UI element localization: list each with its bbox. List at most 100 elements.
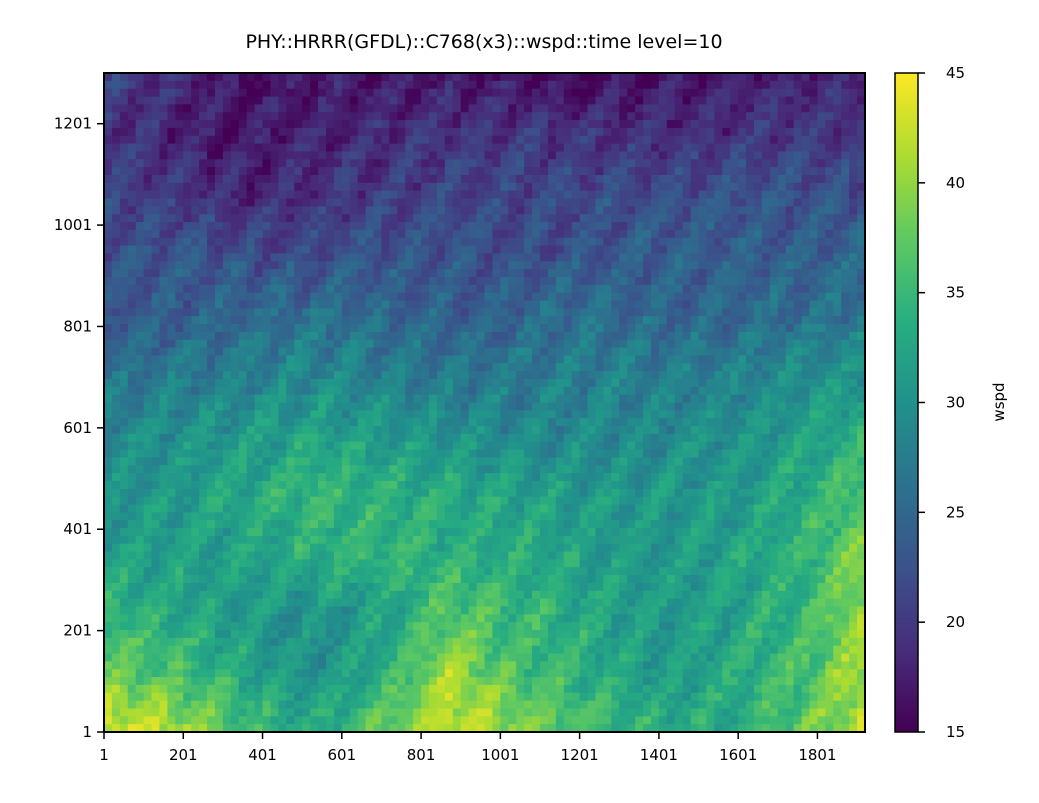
heatmap-cell (413, 222, 422, 231)
heatmap-cell (262, 127, 272, 137)
heatmap-cell (421, 120, 430, 129)
heatmap-cell (341, 88, 351, 98)
heatmap-cell (690, 206, 700, 215)
heatmap-cell (595, 237, 605, 247)
heatmap-cell (254, 308, 264, 317)
heatmap-cell (254, 206, 264, 215)
heatmap-cell (381, 308, 390, 317)
heatmap-cell (698, 167, 708, 176)
heatmap-cell (738, 284, 747, 294)
heatmap-cell (381, 386, 390, 396)
heatmap-cell (222, 316, 232, 325)
heatmap-cell (199, 222, 208, 231)
heatmap-cell (167, 331, 176, 341)
heatmap-cell (650, 284, 660, 294)
heatmap-cell (682, 214, 692, 223)
heatmap-cell (809, 269, 819, 278)
heatmap-cell (658, 112, 668, 121)
heatmap-cell (429, 104, 438, 113)
heatmap-cell (595, 143, 605, 153)
heatmap-cell (468, 174, 478, 184)
heatmap-cell (516, 394, 525, 404)
heatmap-cell (159, 324, 169, 333)
heatmap-cell (539, 324, 549, 333)
heatmap-cell (333, 104, 343, 113)
heatmap-cell (484, 174, 494, 184)
heatmap-cell (508, 222, 517, 231)
heatmap-cell (302, 402, 311, 411)
heatmap-cell (571, 284, 581, 294)
heatmap-cell (214, 457, 224, 466)
heatmap-cell (563, 394, 573, 404)
heatmap-cell (436, 245, 446, 255)
heatmap-cell (587, 363, 597, 372)
heatmap-cell (341, 441, 351, 451)
heatmap-cell (294, 143, 303, 153)
heatmap-cell (452, 88, 462, 98)
heatmap-cell (825, 394, 834, 404)
heatmap-cell (532, 96, 541, 105)
heatmap-cell (563, 402, 573, 411)
heatmap-cell (262, 120, 272, 129)
heatmap-cell (722, 402, 731, 411)
heatmap-cell (460, 237, 470, 247)
heatmap-cell (825, 127, 834, 137)
heatmap-cell (547, 378, 557, 388)
heatmap-cell (571, 426, 581, 435)
heatmap-cell (785, 426, 795, 435)
heatmap-cell (825, 253, 834, 262)
heatmap-cell (769, 88, 779, 98)
heatmap-cell (294, 222, 303, 231)
heatmap-cell (539, 441, 549, 451)
heatmap-cell (452, 473, 462, 482)
heatmap-cell (310, 143, 319, 153)
heatmap-cell (539, 182, 549, 192)
heatmap-cell (627, 167, 636, 176)
heatmap-cell (666, 433, 676, 443)
heatmap-cell (286, 80, 295, 90)
heatmap-cell (611, 441, 620, 451)
heatmap-cell (857, 378, 865, 388)
heatmap-cell (207, 433, 216, 443)
heatmap-cell (119, 174, 129, 184)
heatmap-cell (666, 386, 676, 396)
heatmap-cell (682, 88, 692, 98)
heatmap-cell (857, 473, 865, 482)
heatmap-cell (650, 120, 660, 129)
heatmap-cell (405, 378, 414, 388)
heatmap-cell (230, 151, 240, 160)
heatmap-cell (183, 269, 192, 278)
heatmap-cell (809, 331, 819, 341)
heatmap-cell (119, 355, 129, 364)
heatmap-cell (460, 245, 470, 255)
heatmap-cell (841, 300, 850, 309)
heatmap-cell (349, 237, 359, 247)
heatmap-cell (436, 127, 446, 137)
heatmap-cell (119, 292, 129, 302)
heatmap-cell (294, 151, 303, 160)
heatmap-cell (222, 120, 232, 129)
heatmap-cell (825, 112, 834, 121)
heatmap-cell (516, 331, 525, 341)
heatmap-cell (111, 127, 121, 137)
heatmap-cell (175, 331, 184, 341)
heatmap-cell (333, 151, 343, 160)
heatmap-cell (746, 355, 755, 364)
heatmap-cell (199, 96, 208, 105)
heatmap-cell (650, 88, 660, 98)
heatmap-cell (857, 331, 865, 341)
heatmap-cell (349, 300, 359, 309)
heatmap-cell (635, 292, 644, 302)
heatmap-cell (746, 96, 755, 105)
heatmap-cell (444, 120, 454, 129)
heatmap-cell (222, 237, 232, 247)
heatmap-cell (500, 96, 509, 105)
heatmap-cell (500, 292, 509, 302)
heatmap-cell (452, 198, 462, 207)
heatmap-cell (785, 80, 795, 90)
heatmap-cell (777, 276, 787, 286)
heatmap-cell (460, 135, 470, 145)
heatmap-cell (135, 222, 145, 231)
heatmap-cell (246, 284, 256, 294)
heatmap-cell (777, 151, 787, 160)
